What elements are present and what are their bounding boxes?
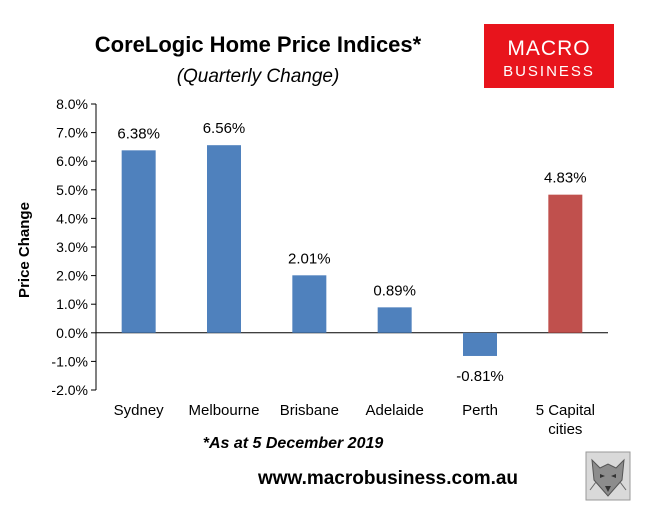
y-tick-label: 4.0%	[56, 210, 88, 226]
category-label-1: Melbourne	[189, 402, 260, 419]
y-tick-label: 5.0%	[56, 182, 88, 198]
category-label-5: cities	[548, 421, 582, 438]
y-axis-label: Price Change	[16, 202, 33, 298]
data-label-3: 0.89%	[373, 282, 416, 299]
logo-background	[484, 24, 614, 88]
bar-0	[121, 150, 156, 333]
wolf-logo-icon	[585, 451, 631, 501]
y-tick-label: 3.0%	[56, 239, 88, 255]
website-url: www.macrobusiness.com.au	[257, 468, 518, 489]
bar-5	[548, 194, 583, 333]
category-labels: Sydney Melbourne Brisbane Adelaide Perth 5 Ca…	[114, 402, 595, 438]
data-label-2: 2.01%	[288, 250, 331, 267]
y-axis-ticks: 8.0% 7.0% 6.0% 5.0% 4.0% 3.0% 2.0% 1.0% 0.0% -1.0…	[51, 96, 96, 398]
data-label-5: 4.83%	[544, 170, 587, 187]
bar-4	[463, 332, 497, 356]
y-tick-label: 0.0%	[56, 325, 88, 341]
data-label-4: -0.81%	[456, 368, 504, 385]
y-tick-label: -1.0%	[51, 353, 88, 369]
chart-subtitle: (Quarterly Change)	[177, 66, 340, 87]
bar-1	[207, 145, 241, 333]
category-label-0: Sydney	[114, 402, 165, 419]
footnote: *As at 5 December 2019	[203, 435, 384, 452]
category-label-5: 5 Capital	[536, 402, 595, 419]
category-label-3: Adelaide	[365, 402, 423, 419]
data-labels: 6.38% 6.56% 2.01% 0.89% -0.81% 4.83%	[117, 120, 586, 385]
y-tick-label: -2.0%	[51, 382, 88, 398]
chart-title: CoreLogic Home Price Indices*	[95, 32, 422, 57]
data-label-1: 6.56%	[203, 120, 246, 137]
macrobusiness-logo: MACRO BUSINESS	[484, 24, 614, 88]
y-tick-label: 1.0%	[56, 296, 88, 312]
logo-line1: MACRO	[507, 37, 590, 60]
y-tick-label: 2.0%	[56, 268, 88, 284]
data-label-0: 6.38%	[117, 125, 160, 142]
category-label-4: Perth	[462, 402, 498, 419]
bar-3	[377, 307, 412, 333]
logo-line2: BUSINESS	[503, 63, 595, 80]
category-label-2: Brisbane	[280, 402, 339, 419]
y-tick-label: 6.0%	[56, 153, 88, 169]
bar-2	[292, 275, 327, 333]
y-tick-label: 7.0%	[56, 125, 88, 141]
y-tick-label: 8.0%	[56, 96, 88, 112]
bars	[121, 145, 583, 356]
